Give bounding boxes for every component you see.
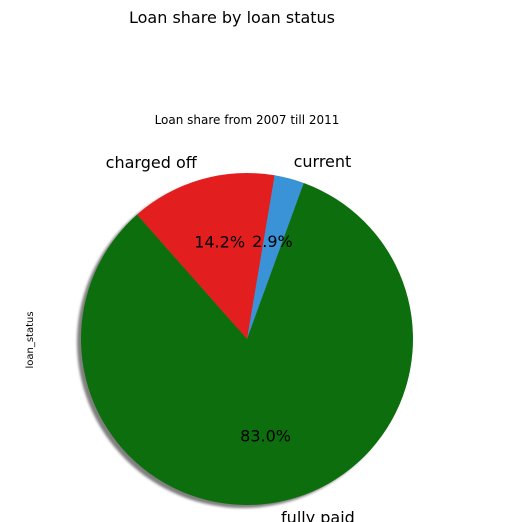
slice-label-fully-paid: fully paid (281, 508, 355, 522)
pie-labels: current 2.9% charged off 14.2% fully paid 83.… (106, 152, 355, 522)
pie-slice-current (247, 175, 304, 339)
slice-pct-fully-paid: 83.0% (240, 426, 291, 445)
slice-label-current: current (294, 152, 352, 171)
chart-suptitle: Loan share by loan status (129, 8, 335, 27)
y-axis-label: loan_status (25, 311, 36, 368)
slice-label-charged-off: charged off (106, 153, 198, 172)
pie-slice-fully-paid (81, 183, 414, 505)
pie-slices (81, 173, 414, 505)
slice-pct-charged-off: 14.2% (194, 233, 245, 252)
chart-title: Loan share from 2007 till 2011 (155, 113, 340, 127)
slice-pct-current: 2.9% (252, 232, 293, 251)
pie-slice-charged-off (137, 173, 275, 339)
